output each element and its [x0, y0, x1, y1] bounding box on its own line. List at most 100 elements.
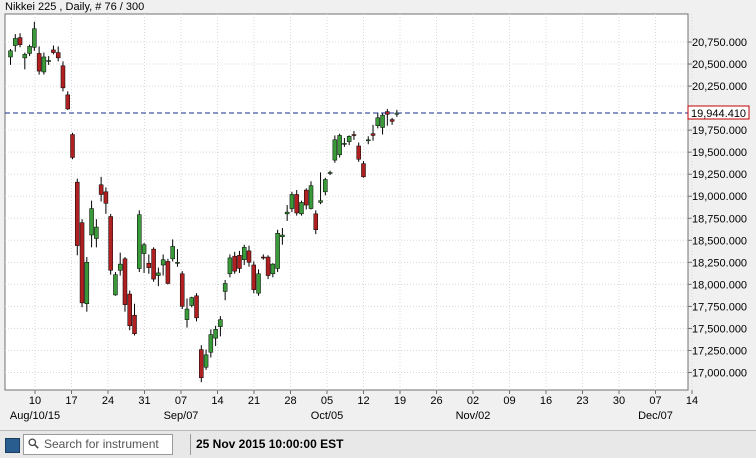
candle[interactable] [256, 269, 261, 296]
candle-body-up [160, 259, 166, 266]
candle[interactable] [156, 267, 161, 287]
candle[interactable] [337, 133, 342, 158]
candle[interactable] [261, 254, 266, 260]
candle[interactable] [303, 188, 309, 210]
candle[interactable] [113, 272, 118, 296]
candle[interactable] [22, 52, 28, 70]
candle[interactable] [108, 213, 113, 275]
square-icon[interactable] [5, 438, 20, 453]
candle[interactable] [361, 160, 366, 178]
candle[interactable] [160, 254, 166, 276]
candle[interactable] [41, 52, 47, 75]
candle-body-down [51, 49, 56, 53]
candle[interactable] [299, 200, 304, 216]
candle[interactable] [356, 142, 361, 162]
candle[interactable] [389, 117, 395, 125]
candle[interactable] [294, 190, 299, 216]
candle[interactable] [308, 181, 314, 210]
candle[interactable] [79, 219, 85, 308]
candle[interactable] [27, 44, 32, 57]
candle[interactable] [8, 49, 13, 65]
candle[interactable] [213, 325, 218, 347]
candle[interactable] [203, 349, 209, 370]
candle[interactable] [227, 254, 233, 278]
candle[interactable] [394, 109, 400, 117]
candle[interactable] [251, 261, 257, 294]
candle[interactable] [232, 251, 237, 274]
candle[interactable] [327, 170, 333, 176]
candle[interactable] [351, 131, 357, 140]
candle[interactable] [89, 200, 94, 248]
candle[interactable] [370, 124, 376, 141]
candle[interactable] [60, 61, 66, 92]
candle[interactable] [199, 345, 204, 383]
candle[interactable] [375, 112, 381, 129]
candle-body-up [275, 232, 280, 269]
candle[interactable] [65, 91, 70, 110]
candle[interactable] [323, 177, 328, 196]
x-tick-label: 16 [540, 395, 552, 407]
candle[interactable] [141, 242, 147, 273]
candle[interactable] [346, 135, 352, 146]
candle-body-down [246, 250, 252, 263]
candle[interactable] [103, 187, 109, 214]
candle-body-down [389, 119, 395, 122]
candle[interactable] [55, 46, 61, 62]
candle[interactable] [208, 329, 214, 358]
candle[interactable] [70, 132, 75, 160]
candle-body-down [199, 349, 204, 379]
candle[interactable] [151, 247, 156, 282]
candle[interactable] [132, 303, 137, 336]
candle[interactable] [179, 271, 185, 310]
candle[interactable] [275, 229, 280, 273]
candle[interactable] [98, 176, 104, 202]
candle[interactable] [237, 250, 242, 273]
candle-body-down [108, 216, 113, 271]
candle[interactable] [184, 298, 190, 328]
candle[interactable] [246, 245, 252, 267]
candle-body-up [175, 262, 180, 264]
candle[interactable] [265, 255, 271, 280]
candle[interactable] [170, 239, 175, 262]
candle[interactable] [46, 56, 51, 65]
candle[interactable] [280, 227, 285, 245]
candle[interactable] [32, 21, 37, 51]
candle[interactable] [175, 249, 180, 267]
candle[interactable] [75, 178, 80, 256]
candle[interactable] [189, 296, 195, 308]
candle[interactable] [241, 244, 247, 265]
candle[interactable] [332, 135, 338, 163]
plot-area[interactable] [4, 13, 689, 391]
candle[interactable] [222, 279, 228, 301]
candle[interactable] [270, 263, 276, 278]
candle[interactable] [122, 257, 128, 312]
candle[interactable] [146, 254, 152, 274]
candle[interactable] [137, 210, 142, 273]
chart-canvas[interactable]: 20,750.000 20,500.000 20,250.000 19,750.000… [0, 0, 756, 430]
candle[interactable] [218, 316, 223, 337]
search-input[interactable] [44, 436, 168, 452]
candle[interactable] [94, 219, 99, 248]
candle[interactable] [313, 210, 319, 235]
candle[interactable] [84, 257, 90, 312]
candle[interactable] [13, 34, 18, 52]
candle-body-down [251, 264, 257, 290]
search-box[interactable] [23, 434, 173, 455]
candle[interactable] [17, 33, 23, 48]
candle[interactable] [380, 113, 385, 135]
candle[interactable] [284, 205, 290, 221]
candle[interactable] [165, 258, 171, 285]
candle-body-up [213, 329, 218, 339]
candle[interactable] [36, 46, 42, 75]
candle[interactable] [342, 138, 347, 147]
candle[interactable] [51, 45, 56, 55]
candle[interactable] [127, 290, 132, 331]
y-tick-label: 17,250.000 [692, 345, 747, 357]
candle-body-down [122, 258, 128, 305]
candle[interactable] [318, 172, 323, 205]
candle-body-up [94, 226, 99, 239]
candle[interactable] [117, 252, 123, 276]
candle[interactable] [289, 191, 295, 213]
candle[interactable] [194, 293, 199, 322]
candle[interactable] [366, 136, 371, 145]
